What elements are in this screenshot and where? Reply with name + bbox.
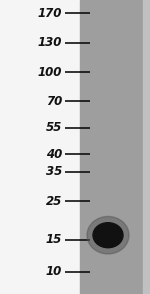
Bar	[142, 0, 150, 294]
Bar	[80, 0, 150, 294]
Text: 130: 130	[38, 36, 62, 49]
Ellipse shape	[87, 216, 129, 254]
Text: 15: 15	[46, 233, 62, 246]
Ellipse shape	[93, 223, 123, 248]
Text: 170: 170	[38, 7, 62, 20]
Text: 70: 70	[46, 95, 62, 108]
Text: 55: 55	[46, 121, 62, 134]
Text: 40: 40	[46, 148, 62, 161]
Text: 25: 25	[46, 195, 62, 208]
Text: 10: 10	[46, 265, 62, 278]
Text: 100: 100	[38, 66, 62, 78]
Bar	[0, 0, 80, 294]
Text: 35: 35	[46, 166, 62, 178]
